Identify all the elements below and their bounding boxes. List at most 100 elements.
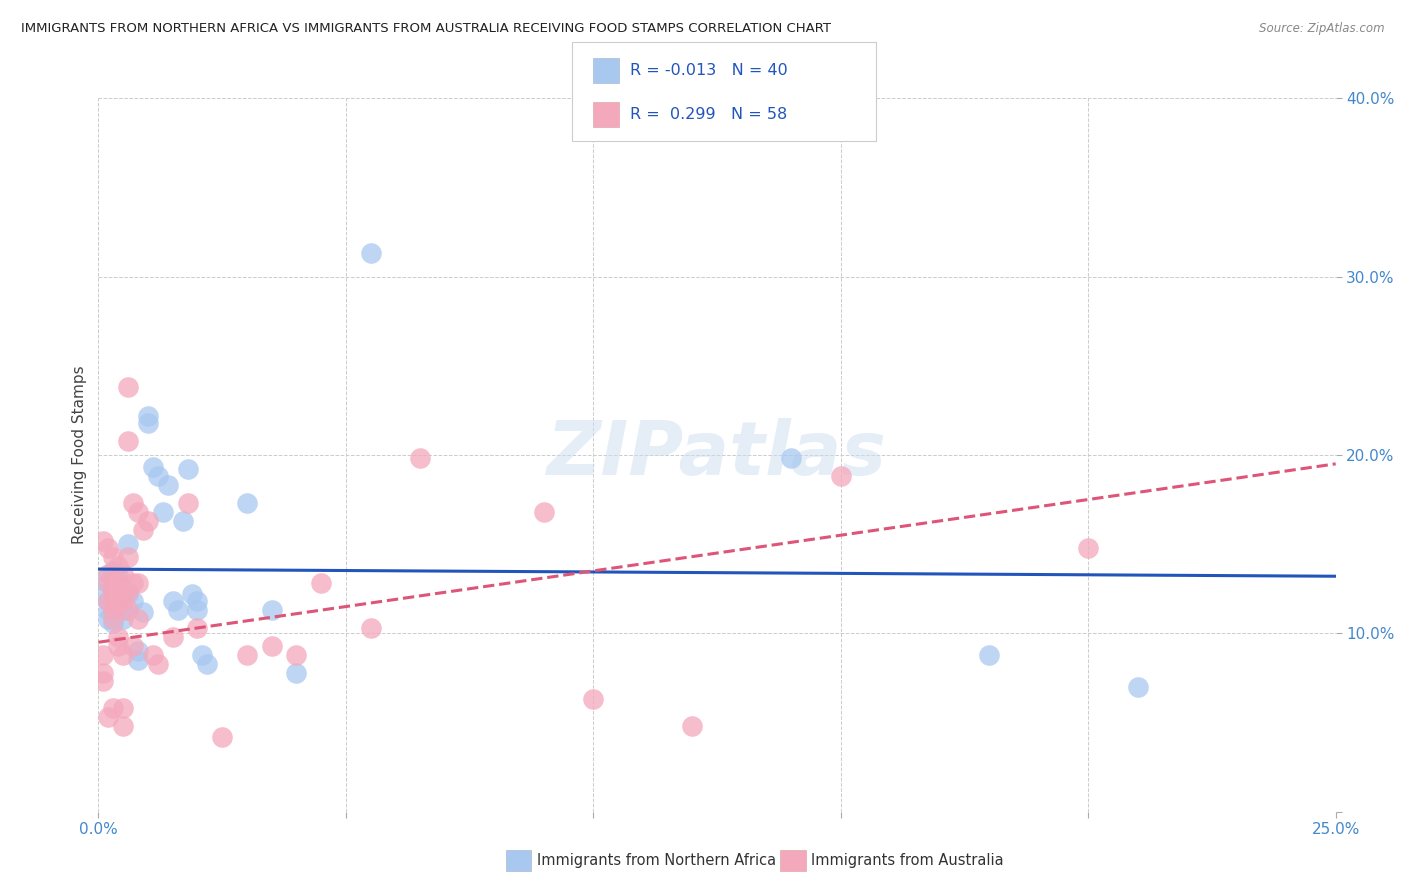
Point — [112, 612, 135, 626]
Point — [112, 603, 135, 617]
Point — [211, 730, 233, 744]
Point — [97, 612, 120, 626]
Point — [979, 648, 1001, 662]
Point — [195, 657, 218, 671]
Point — [112, 585, 135, 599]
Point — [830, 469, 852, 483]
Point — [97, 594, 120, 608]
Point — [122, 639, 145, 653]
Point — [127, 612, 149, 626]
Point — [409, 451, 432, 466]
Point — [533, 505, 555, 519]
Point — [162, 630, 184, 644]
Point — [103, 564, 125, 578]
Text: ZIPatlas: ZIPatlas — [547, 418, 887, 491]
Point — [132, 523, 155, 537]
Point — [142, 460, 165, 475]
Point — [142, 648, 165, 662]
Point — [107, 594, 129, 608]
Point — [122, 576, 145, 591]
Point — [181, 587, 204, 601]
Point — [103, 594, 125, 608]
Point — [103, 615, 125, 630]
Point — [107, 639, 129, 653]
Point — [112, 701, 135, 715]
Y-axis label: Receiving Food Stamps: Receiving Food Stamps — [72, 366, 87, 544]
Point — [107, 558, 129, 573]
Point — [127, 653, 149, 667]
Point — [97, 594, 120, 608]
Point — [117, 434, 139, 448]
Point — [117, 585, 139, 599]
Point — [136, 409, 159, 423]
Point — [285, 665, 308, 680]
Point — [103, 612, 125, 626]
Point — [236, 496, 259, 510]
Point — [103, 582, 125, 596]
Point — [136, 416, 159, 430]
Point — [97, 603, 120, 617]
Point — [107, 576, 129, 591]
Point — [122, 594, 145, 608]
Point — [186, 621, 208, 635]
Point — [780, 451, 803, 466]
Point — [107, 569, 129, 583]
Point — [107, 585, 129, 599]
Point — [186, 594, 208, 608]
Point — [117, 380, 139, 394]
Point — [97, 710, 120, 724]
Text: Immigrants from Northern Africa: Immigrants from Northern Africa — [537, 854, 776, 868]
Point — [136, 514, 159, 528]
Text: Immigrants from Australia: Immigrants from Australia — [811, 854, 1004, 868]
Point — [103, 549, 125, 564]
Point — [112, 567, 135, 582]
Point — [93, 665, 115, 680]
Point — [236, 648, 259, 662]
Text: IMMIGRANTS FROM NORTHERN AFRICA VS IMMIGRANTS FROM AUSTRALIA RECEIVING FOOD STAM: IMMIGRANTS FROM NORTHERN AFRICA VS IMMIG… — [21, 22, 831, 36]
Point — [122, 496, 145, 510]
Point — [112, 719, 135, 733]
Point — [97, 567, 120, 582]
Point — [117, 587, 139, 601]
Point — [112, 594, 135, 608]
Point — [146, 469, 169, 483]
Point — [127, 644, 149, 658]
Point — [107, 630, 129, 644]
Point — [172, 514, 194, 528]
Point — [176, 496, 198, 510]
Point — [117, 537, 139, 551]
Point — [1077, 541, 1099, 555]
Point — [186, 603, 208, 617]
Point — [162, 594, 184, 608]
Point — [166, 603, 188, 617]
Point — [103, 576, 125, 591]
Point — [191, 648, 214, 662]
Point — [117, 549, 139, 564]
Point — [360, 621, 382, 635]
Point — [107, 576, 129, 591]
Point — [152, 505, 174, 519]
Point — [132, 605, 155, 619]
Point — [97, 576, 120, 591]
Point — [681, 719, 703, 733]
Point — [1126, 680, 1149, 694]
Point — [156, 478, 179, 492]
Point — [127, 576, 149, 591]
Point — [93, 674, 115, 689]
Point — [112, 648, 135, 662]
Point — [176, 462, 198, 476]
Text: Source: ZipAtlas.com: Source: ZipAtlas.com — [1260, 22, 1385, 36]
Point — [103, 585, 125, 599]
Point — [360, 246, 382, 260]
Point — [97, 541, 120, 555]
Point — [582, 692, 605, 706]
Point — [93, 587, 115, 601]
Point — [117, 603, 139, 617]
Point — [93, 533, 115, 548]
Point — [260, 639, 283, 653]
Text: R = -0.013   N = 40: R = -0.013 N = 40 — [630, 63, 787, 78]
Point — [309, 576, 332, 591]
Point — [127, 505, 149, 519]
Point — [93, 648, 115, 662]
Point — [285, 648, 308, 662]
